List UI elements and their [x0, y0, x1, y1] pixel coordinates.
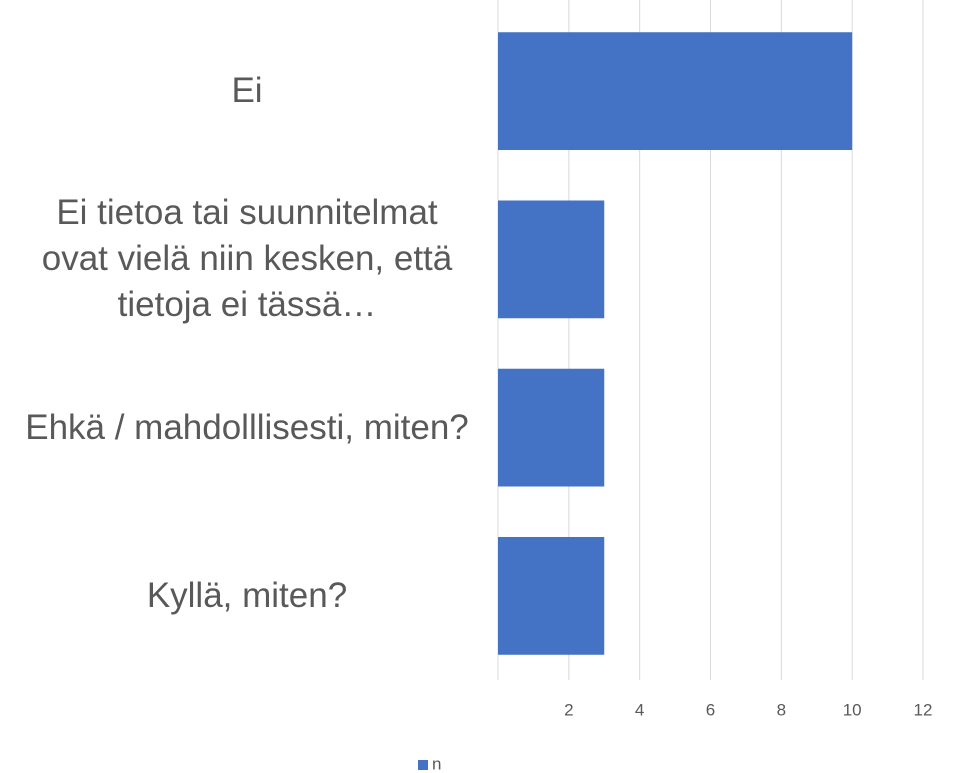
legend-swatch	[418, 760, 428, 770]
bar	[498, 368, 605, 487]
legend-label: n	[432, 754, 441, 773]
bar	[498, 32, 853, 151]
y-tick-label: Ei	[231, 71, 263, 111]
y-tick-label: Kyllä, miten?	[146, 575, 348, 615]
bar	[498, 200, 605, 319]
x-tick-label: 10	[843, 700, 862, 719]
y-tick-label: Ei tietoa tai suunnitelmat ovat vielä ni…	[41, 193, 453, 325]
x-tick-label: 2	[564, 700, 573, 719]
x-tick-label: 4	[635, 700, 644, 719]
bar	[498, 536, 605, 655]
x-tick-label: 12	[914, 700, 933, 719]
x-tick-label: 8	[777, 700, 786, 719]
y-tick-label: Ehkä / mahdolllisesti, miten?	[25, 407, 469, 447]
x-tick-label: 6	[706, 700, 715, 719]
